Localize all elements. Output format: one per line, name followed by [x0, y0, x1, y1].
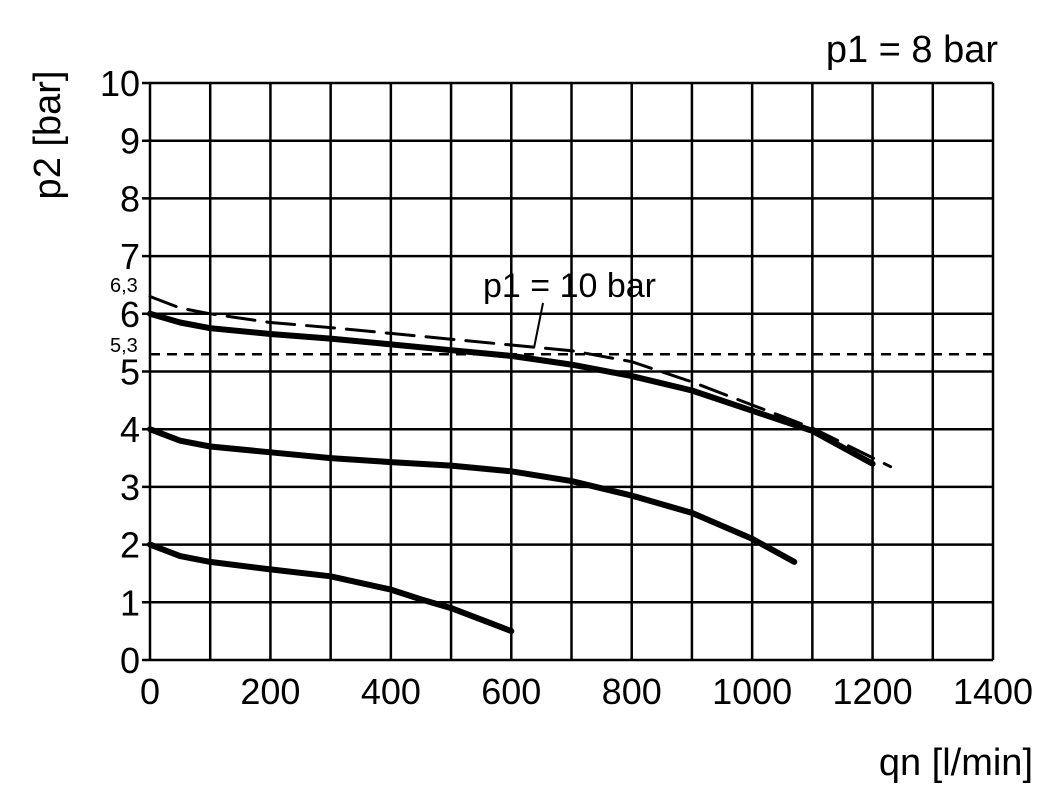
series-label-p1-10: p1 = 10 bar	[483, 267, 656, 305]
x-tick-label: 600	[481, 671, 541, 712]
x-tick-label: 1000	[712, 671, 792, 712]
y-tick-label: 3	[120, 467, 140, 508]
series-line-p1-10-bar	[148, 295, 893, 469]
y-tick-label: 2	[120, 525, 140, 566]
tick-labels: 0 200 400 600 800 1000 1200 1400 0 1 2 3 4 5 6 7 8 9 10	[100, 63, 1033, 712]
y-tick-label: 8	[120, 178, 140, 219]
x-tick-label: 1200	[833, 671, 913, 712]
grid	[142, 81, 995, 662]
x-tick-label: 1400	[953, 671, 1033, 712]
x-tick-label: 400	[361, 671, 421, 712]
y-tick-label: 5	[120, 352, 140, 393]
annotation-6-3: 6,3	[110, 275, 138, 297]
y-tick-label: 9	[120, 121, 140, 162]
x-tick-label: 0	[140, 671, 160, 712]
y-axis-label: p2 [bar]	[27, 71, 69, 200]
annotation-5-3: 5,3	[110, 335, 138, 357]
series-label-leader	[533, 302, 544, 349]
y-tick-label: 1	[120, 582, 140, 623]
y-tick-label: 4	[120, 409, 140, 450]
series-lines	[147, 295, 993, 635]
series-line-0	[147, 310, 876, 467]
x-axis-label: qn [l/min]	[879, 742, 1033, 784]
y-tick-label: 6	[120, 294, 140, 335]
series-line-2	[147, 541, 515, 635]
y-tick-label: 0	[120, 640, 140, 681]
chart-title: p1 = 8 bar	[826, 29, 999, 71]
y-tick-label: 10	[100, 63, 140, 104]
x-tick-label: 200	[240, 671, 300, 712]
series-line-1	[147, 426, 798, 565]
x-tick-label: 800	[602, 671, 662, 712]
y-tick-label: 7	[120, 236, 140, 277]
